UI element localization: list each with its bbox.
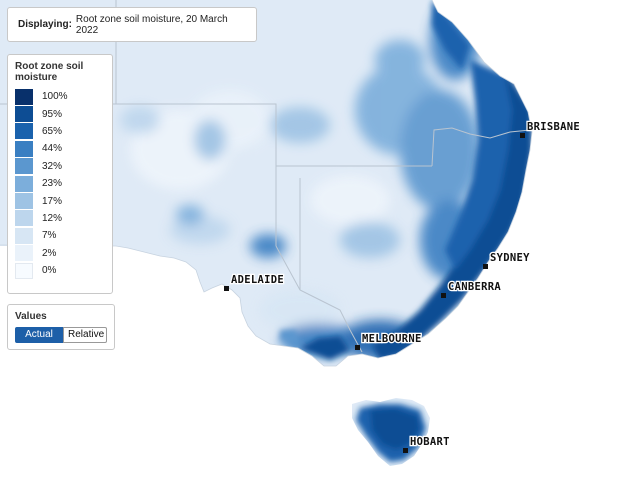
city-label: ADELAIDE <box>231 274 284 286</box>
legend-item: 0% <box>15 262 105 279</box>
legend-item: 95% <box>15 105 105 123</box>
legend-swatch <box>15 193 33 210</box>
legend-label: 7% <box>42 230 57 242</box>
legend-item: 23% <box>15 175 105 192</box>
city-marker <box>520 133 525 138</box>
city-marker <box>355 345 360 350</box>
city-label: MELBOURNE <box>362 333 422 345</box>
legend-label: 95% <box>42 108 63 120</box>
values-panel: Values Actual Relative <box>7 304 115 350</box>
legend-item: 7% <box>15 227 105 244</box>
values-title: Values <box>15 311 47 322</box>
city-canberra[interactable]: CANBERRA <box>441 280 502 298</box>
legend-label: 65% <box>42 125 63 137</box>
legend-item: 32% <box>15 158 105 175</box>
legend-item: 65% <box>15 123 105 140</box>
legend-swatch <box>15 140 33 157</box>
legend-label: 44% <box>42 143 63 155</box>
legend-label: 0% <box>42 265 57 277</box>
values-toggle: Actual Relative <box>15 327 107 343</box>
legend-label: 100% <box>42 91 68 103</box>
city-label: CANBERRA <box>448 281 501 293</box>
legend-swatch <box>15 175 33 192</box>
legend-swatch <box>15 106 33 123</box>
display-value: Root zone soil moisture, 20 March 2022 <box>75 13 228 36</box>
legend-panel: Root zone soil moisture 100% 95% 65% 44% 32%… <box>7 54 113 294</box>
legend-swatch <box>15 262 33 279</box>
legend-item: 12% <box>15 210 105 227</box>
legend-list: 100% 95% 65% 44% 32% 23% 17% 12% 7% 2% 0% <box>15 88 105 279</box>
legend-item: 44% <box>15 140 105 157</box>
legend-title: Root zone soil moisture <box>15 61 84 83</box>
legend-item: 2% <box>15 245 105 262</box>
legend-label: 23% <box>42 178 63 190</box>
city-marker <box>403 448 408 453</box>
city-brisbane[interactable]: BRISBANE <box>520 120 581 138</box>
legend-swatch <box>15 245 33 262</box>
legend-swatch <box>15 88 33 105</box>
legend-label: 12% <box>42 212 63 224</box>
legend-label: 32% <box>42 160 63 172</box>
city-hobart[interactable]: HOBART <box>403 435 451 453</box>
legend-swatch <box>15 227 33 244</box>
relative-button[interactable]: Relative <box>63 327 107 343</box>
legend-label: 17% <box>42 195 63 207</box>
legend-label: 2% <box>42 247 57 259</box>
city-marker <box>441 293 446 298</box>
display-label: Displaying: <box>18 19 72 30</box>
legend-item: 100% <box>15 88 105 105</box>
city-label: SYDNEY <box>490 252 530 264</box>
city-marker <box>224 286 229 291</box>
actual-button[interactable]: Actual <box>15 327 63 343</box>
legend-swatch <box>15 210 33 227</box>
city-marker <box>483 264 488 269</box>
city-sydney[interactable]: SYDNEY <box>483 251 531 269</box>
legend-swatch <box>15 158 33 175</box>
city-adelaide[interactable]: ADELAIDE <box>224 273 285 291</box>
display-info-panel: Displaying: Root zone soil moisture, 20 … <box>7 7 257 42</box>
city-label: HOBART <box>410 436 450 448</box>
city-melbourne[interactable]: MELBOURNE <box>355 332 423 350</box>
legend-item: 17% <box>15 192 105 210</box>
legend-swatch <box>15 123 33 140</box>
city-label: BRISBANE <box>527 121 580 133</box>
